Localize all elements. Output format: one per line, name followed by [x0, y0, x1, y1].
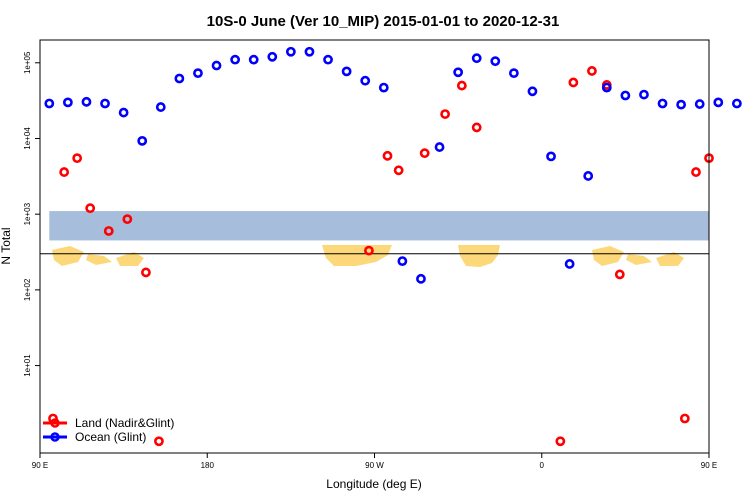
land-point — [679, 413, 690, 424]
ocean-point — [248, 54, 259, 65]
land-point — [419, 148, 430, 159]
ocean-point — [397, 256, 408, 266]
land-point — [59, 167, 70, 177]
land-point — [85, 203, 96, 214]
legend-ocean-marker — [50, 432, 60, 442]
x-tick-label: 0 — [540, 461, 545, 470]
land-point — [122, 214, 133, 225]
ocean-point — [639, 89, 649, 100]
x-tick-label: 90 W — [365, 461, 384, 470]
ocean-point — [471, 53, 482, 64]
x-tick-label: 90 E — [32, 461, 48, 470]
ocean-point — [564, 259, 575, 269]
land-point — [72, 153, 83, 164]
y-axis: 1e+01 1e+02 1e+03 1e+04 1e+05 — [23, 51, 40, 377]
ocean-point — [583, 171, 594, 181]
land-maritime-se-asia — [52, 246, 144, 266]
ocean-point — [62, 97, 73, 108]
ocean-point — [100, 98, 110, 109]
ocean-point — [211, 60, 222, 71]
ocean-point — [416, 273, 426, 284]
x-tick-label: 90 E — [701, 461, 717, 470]
ocean-point — [137, 135, 148, 146]
land-south-america — [322, 245, 392, 266]
land-point — [364, 245, 374, 256]
land-point — [568, 77, 579, 88]
ocean-point — [174, 73, 185, 84]
land-point — [103, 226, 114, 236]
land-point — [393, 165, 404, 176]
ocean-point — [155, 102, 166, 112]
ocean-point — [341, 66, 352, 77]
ocean-point — [620, 90, 631, 101]
y-tick-label: 1e+02 — [23, 278, 32, 301]
ocean-point — [508, 68, 519, 79]
y-tick-label: 1e+03 — [23, 202, 32, 225]
y-tick-label: 1e+01 — [23, 354, 32, 377]
ocean-point — [230, 54, 241, 65]
land-africa — [458, 245, 500, 267]
x-axis-label: Longitude (deg E) — [326, 477, 421, 491]
ocean-point — [193, 68, 203, 79]
land-point — [141, 267, 151, 278]
ocean-point — [378, 82, 389, 93]
land-point — [614, 269, 625, 280]
legend: Land (Nadir&Glint) Ocean (Glint) — [43, 416, 174, 444]
chart-title: 10S-0 June (Ver 10_MIP) 2015-01-01 to 20… — [207, 13, 560, 30]
legend-land-marker — [50, 418, 60, 428]
ocean-point — [527, 86, 538, 97]
land-masses — [52, 245, 684, 267]
ocean-point — [81, 96, 92, 107]
ocean-point — [490, 56, 501, 67]
y-tick-label: 1e+04 — [23, 127, 32, 150]
land-point — [471, 122, 482, 133]
land-series — [48, 66, 714, 447]
ocean-point — [713, 97, 724, 108]
land-point — [382, 150, 393, 161]
ocean-point — [323, 54, 333, 65]
ocean-point — [676, 99, 687, 110]
land-point — [587, 66, 597, 76]
land-point — [456, 80, 467, 91]
land-point — [555, 436, 566, 447]
ocean-point — [731, 98, 742, 109]
ocean-point — [546, 151, 556, 162]
ocean-point — [657, 98, 668, 109]
y-tick-label: 1e+05 — [23, 51, 32, 74]
map-band — [49, 211, 709, 241]
ocean-point — [44, 98, 55, 109]
ocean-point — [285, 46, 296, 57]
ocean-point — [453, 67, 464, 78]
x-tick-label: 180 — [201, 461, 215, 470]
land-point — [691, 167, 701, 177]
ocean-series — [44, 46, 742, 284]
ocean-point — [267, 51, 278, 62]
y-axis-label: N Total — [0, 227, 13, 264]
legend-ocean-label: Ocean (Glint) — [75, 430, 146, 444]
ocean-point — [434, 142, 445, 152]
ocean-point — [694, 99, 705, 109]
ocean-point — [360, 75, 371, 86]
land-point — [440, 109, 451, 119]
land-point — [154, 436, 164, 447]
land-maritime-se-asia-repeat — [592, 246, 684, 266]
legend-land-label: Land (Nadir&Glint) — [75, 416, 174, 430]
ocean-point — [304, 46, 315, 57]
ocean-point — [118, 107, 129, 118]
plot-region — [39, 39, 742, 454]
ocean-point — [601, 82, 612, 93]
